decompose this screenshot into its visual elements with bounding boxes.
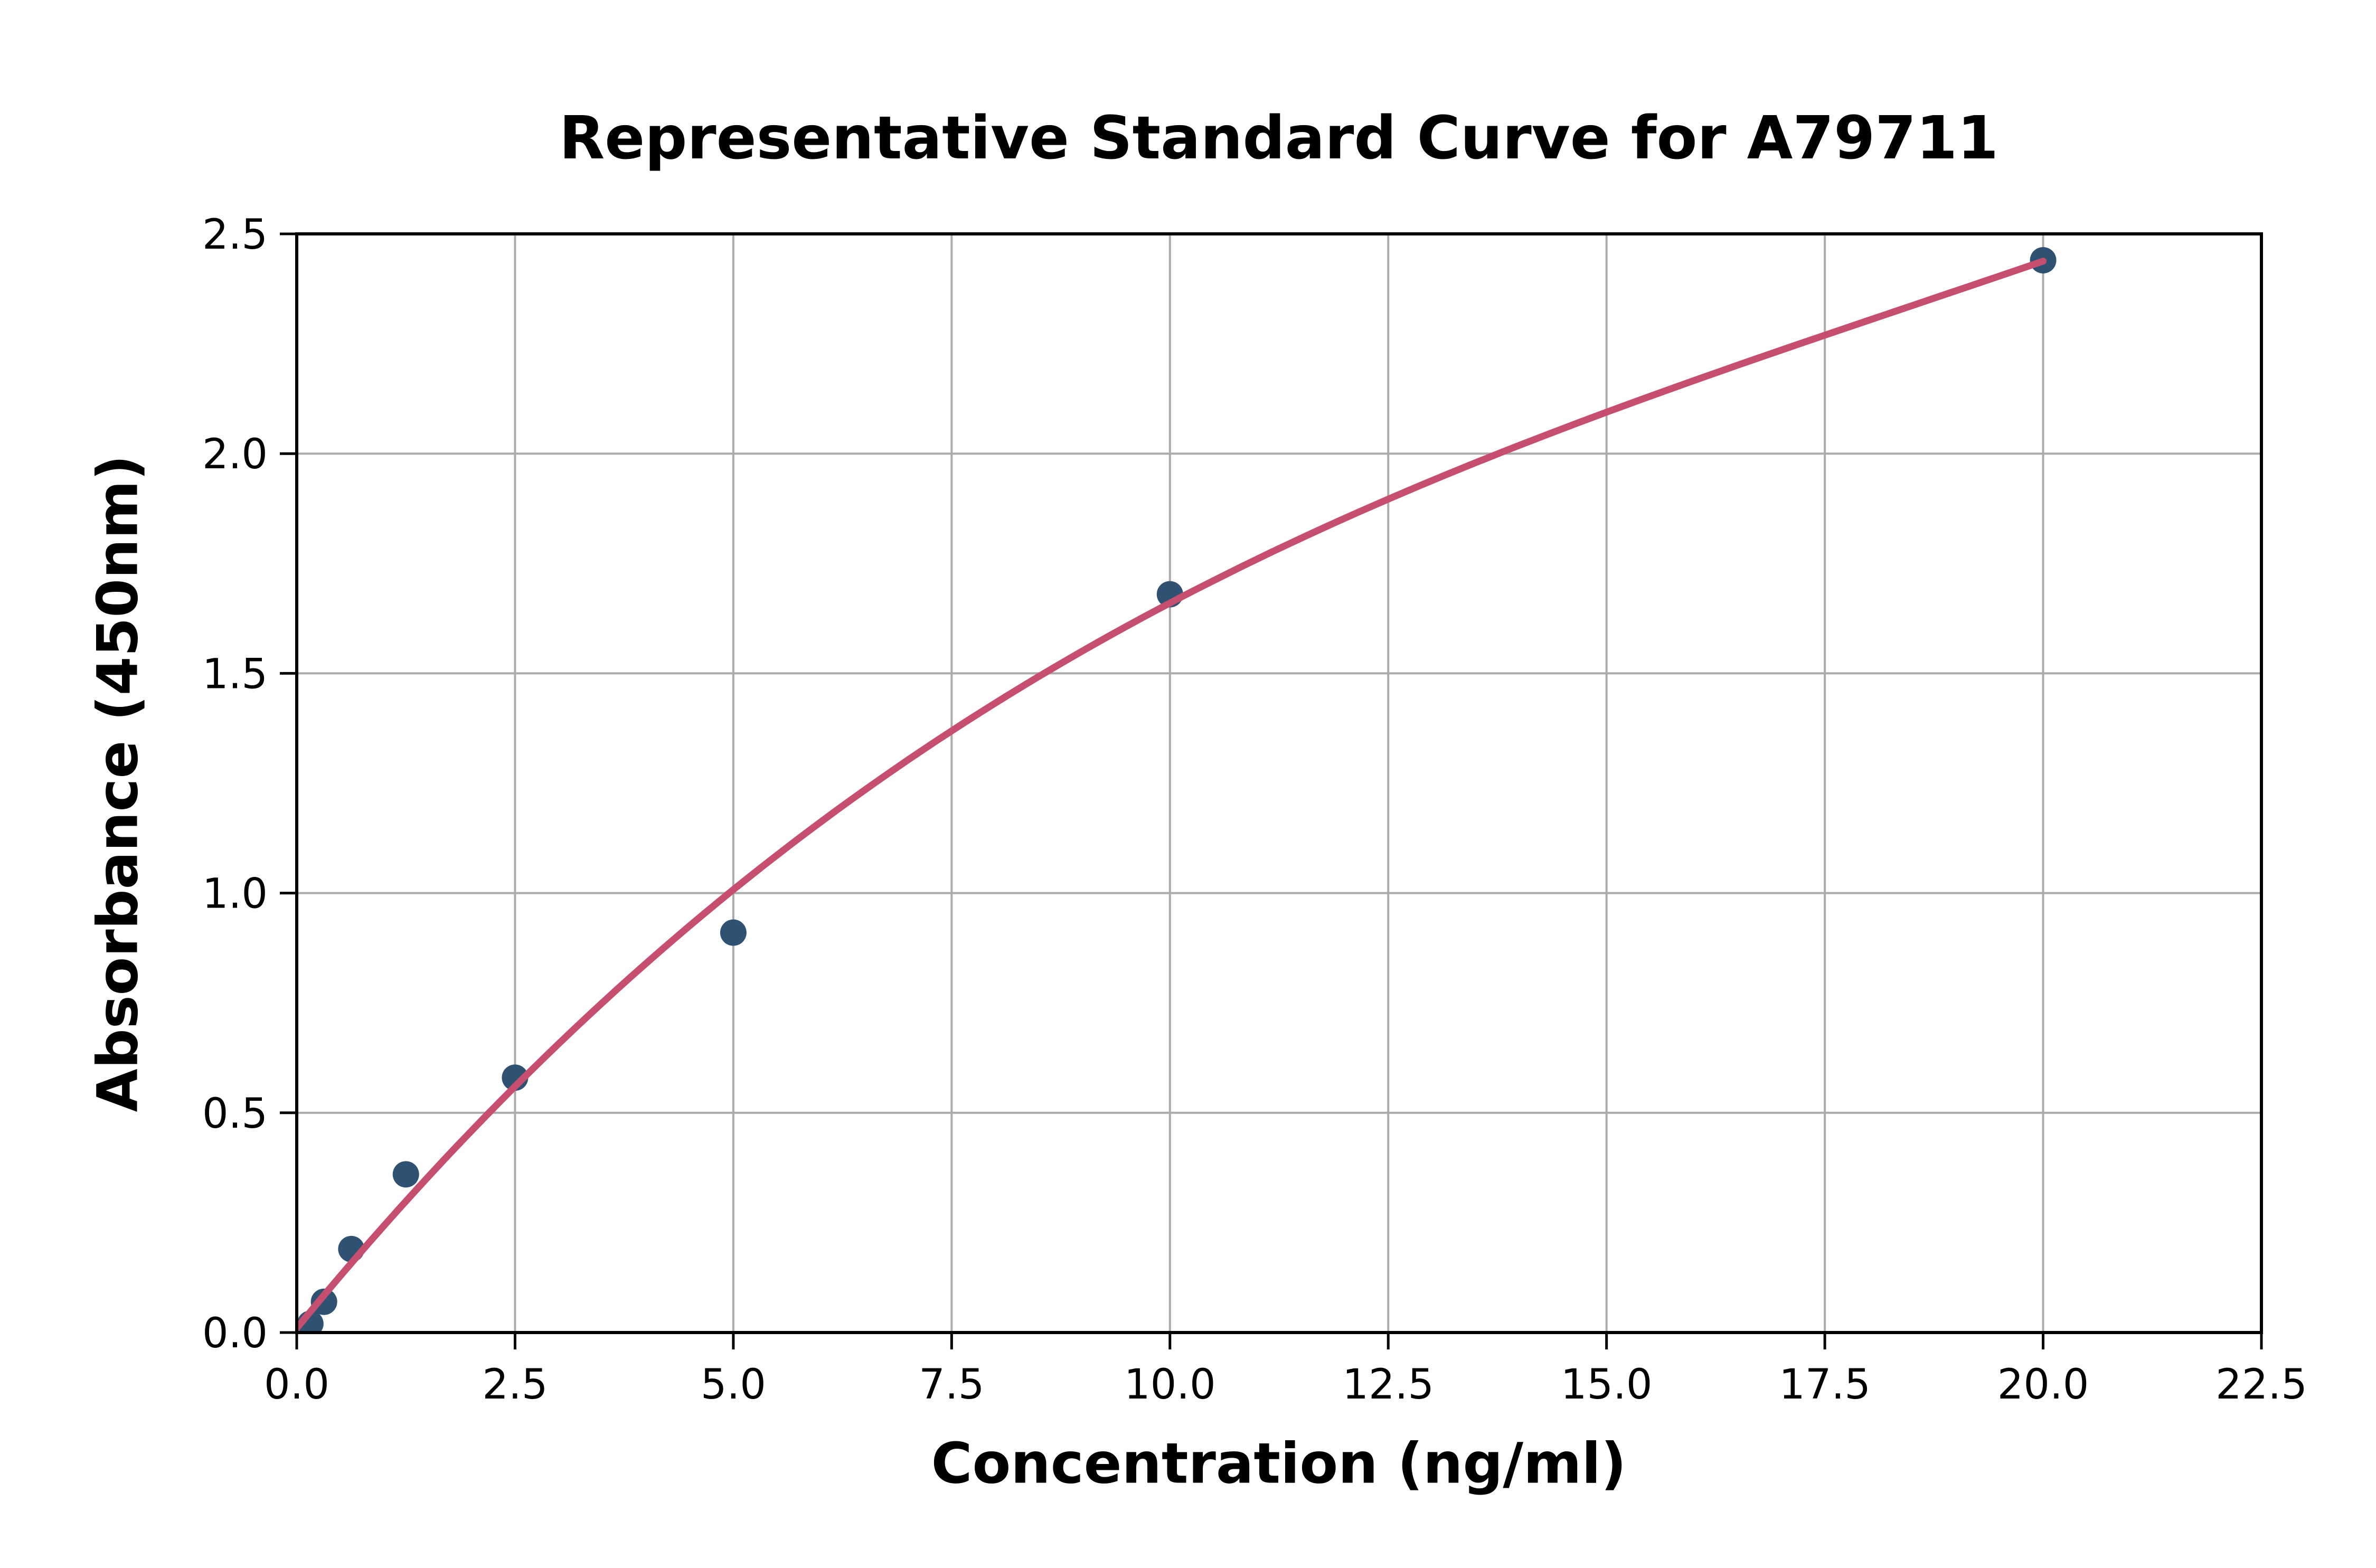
y-tick-label: 0.5 xyxy=(202,1090,268,1138)
x-tick-label: 2.5 xyxy=(482,1361,548,1409)
fit-curve xyxy=(297,258,2047,1332)
axes-frame xyxy=(295,232,2263,1334)
x-axis-label: Concentration (ng/ml) xyxy=(931,1431,1627,1496)
chart-title: Representative Standard Curve for A79711 xyxy=(559,104,1998,173)
tick-labels: 0.0 2.5 5.0 7.5 10.0 12.5 15.0 17.5 20.0 22.5 0.0 0… xyxy=(202,211,2307,1409)
x-tick-label: 15.0 xyxy=(1561,1361,1653,1409)
data-point xyxy=(720,919,747,946)
gridlines xyxy=(297,234,2261,1333)
fit-curve-group xyxy=(297,258,2047,1332)
x-tick-label: 5.0 xyxy=(701,1361,766,1409)
tick-marks xyxy=(280,232,2263,1349)
x-tick-label: 12.5 xyxy=(1342,1361,1434,1409)
y-tick-label: 0.0 xyxy=(202,1310,268,1357)
x-tick-label: 10.0 xyxy=(1124,1361,1216,1409)
x-tick-label: 17.5 xyxy=(1779,1361,1871,1409)
scatter-series xyxy=(297,247,2057,1333)
y-tick-label: 2.0 xyxy=(202,431,268,478)
data-point xyxy=(392,1161,419,1188)
x-tick-label: 7.5 xyxy=(919,1361,984,1409)
x-tick-label: 0.0 xyxy=(264,1361,329,1409)
y-tick-label: 1.0 xyxy=(202,871,268,918)
x-tick-label: 22.5 xyxy=(2215,1361,2307,1409)
y-tick-label: 1.5 xyxy=(202,650,268,698)
y-axis-label: Absorbance (450nm) xyxy=(85,455,150,1112)
y-tick-label: 2.5 xyxy=(202,211,268,259)
x-tick-label: 20.0 xyxy=(1997,1361,2089,1409)
